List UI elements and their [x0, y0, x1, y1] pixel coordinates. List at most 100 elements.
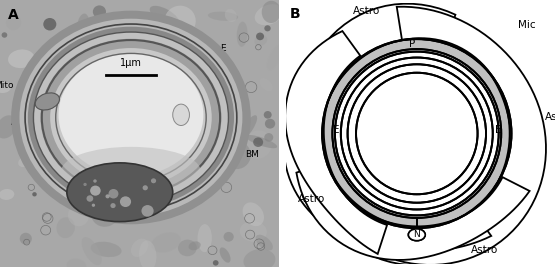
- Ellipse shape: [131, 239, 148, 257]
- Ellipse shape: [58, 53, 203, 176]
- Ellipse shape: [20, 233, 32, 245]
- Ellipse shape: [68, 205, 89, 226]
- Ellipse shape: [214, 141, 239, 165]
- Ellipse shape: [141, 183, 163, 200]
- Circle shape: [43, 18, 56, 30]
- Ellipse shape: [83, 158, 113, 175]
- Ellipse shape: [150, 6, 179, 26]
- Circle shape: [264, 111, 272, 119]
- Ellipse shape: [33, 32, 229, 203]
- Ellipse shape: [408, 229, 425, 241]
- Ellipse shape: [151, 232, 181, 253]
- Text: BM: BM: [234, 140, 259, 159]
- Polygon shape: [461, 30, 537, 186]
- Circle shape: [356, 73, 478, 194]
- Ellipse shape: [221, 103, 240, 121]
- Text: P: P: [410, 39, 416, 49]
- Ellipse shape: [0, 146, 8, 164]
- Text: A: A: [8, 8, 19, 22]
- Text: Astro: Astro: [545, 112, 555, 122]
- Ellipse shape: [8, 49, 34, 68]
- Ellipse shape: [55, 139, 75, 154]
- Ellipse shape: [67, 258, 87, 267]
- Ellipse shape: [176, 42, 194, 60]
- Polygon shape: [285, 31, 387, 254]
- Circle shape: [322, 39, 511, 228]
- Ellipse shape: [75, 131, 97, 156]
- Ellipse shape: [158, 159, 179, 187]
- Text: Astro: Astro: [297, 194, 325, 204]
- Ellipse shape: [256, 235, 273, 250]
- Ellipse shape: [35, 93, 59, 110]
- Circle shape: [143, 185, 148, 190]
- Ellipse shape: [210, 68, 234, 83]
- Ellipse shape: [0, 189, 14, 200]
- Ellipse shape: [221, 140, 251, 169]
- Circle shape: [90, 186, 100, 196]
- Ellipse shape: [208, 12, 238, 21]
- Ellipse shape: [220, 247, 230, 263]
- Ellipse shape: [82, 237, 102, 265]
- Ellipse shape: [50, 48, 212, 187]
- Circle shape: [32, 192, 37, 197]
- Ellipse shape: [240, 115, 257, 139]
- Ellipse shape: [139, 240, 157, 267]
- Ellipse shape: [131, 34, 150, 55]
- Ellipse shape: [155, 165, 179, 189]
- Ellipse shape: [75, 56, 98, 75]
- FancyBboxPatch shape: [0, 0, 279, 267]
- Ellipse shape: [48, 134, 61, 146]
- Ellipse shape: [173, 156, 193, 180]
- Ellipse shape: [56, 100, 69, 127]
- Ellipse shape: [236, 22, 248, 47]
- Circle shape: [142, 205, 154, 217]
- Ellipse shape: [240, 221, 267, 242]
- Ellipse shape: [260, 78, 273, 91]
- Ellipse shape: [243, 202, 264, 226]
- Circle shape: [256, 33, 264, 40]
- Ellipse shape: [155, 178, 181, 203]
- Ellipse shape: [137, 17, 164, 41]
- Circle shape: [332, 49, 501, 218]
- Circle shape: [93, 5, 106, 18]
- Polygon shape: [397, 7, 546, 265]
- Text: Astro: Astro: [471, 245, 498, 255]
- Text: Mic: Mic: [518, 21, 536, 30]
- Ellipse shape: [28, 27, 234, 208]
- Ellipse shape: [244, 130, 272, 159]
- Ellipse shape: [31, 58, 58, 84]
- Text: E: E: [195, 44, 226, 60]
- Circle shape: [120, 196, 131, 207]
- Ellipse shape: [135, 193, 166, 212]
- Ellipse shape: [149, 167, 162, 192]
- Text: Astro: Astro: [11, 118, 34, 127]
- Ellipse shape: [173, 104, 189, 125]
- Ellipse shape: [90, 197, 120, 227]
- Circle shape: [264, 25, 271, 32]
- Circle shape: [134, 138, 139, 142]
- Ellipse shape: [67, 163, 173, 222]
- Ellipse shape: [262, 1, 281, 23]
- Ellipse shape: [104, 70, 125, 90]
- Ellipse shape: [0, 115, 17, 139]
- Text: P: P: [62, 180, 95, 189]
- Ellipse shape: [0, 81, 11, 93]
- Circle shape: [105, 194, 110, 198]
- Ellipse shape: [48, 127, 66, 146]
- Ellipse shape: [225, 9, 237, 22]
- Ellipse shape: [85, 63, 105, 90]
- Text: V: V: [184, 116, 215, 133]
- Ellipse shape: [104, 258, 127, 267]
- Ellipse shape: [18, 156, 31, 167]
- Ellipse shape: [178, 239, 197, 256]
- Text: E: E: [332, 125, 339, 135]
- Polygon shape: [284, 94, 491, 252]
- Ellipse shape: [189, 241, 201, 250]
- Ellipse shape: [408, 229, 425, 241]
- Circle shape: [70, 106, 82, 117]
- Ellipse shape: [254, 35, 268, 46]
- Ellipse shape: [175, 57, 191, 82]
- Ellipse shape: [244, 249, 275, 267]
- Polygon shape: [298, 4, 490, 265]
- Ellipse shape: [179, 41, 202, 57]
